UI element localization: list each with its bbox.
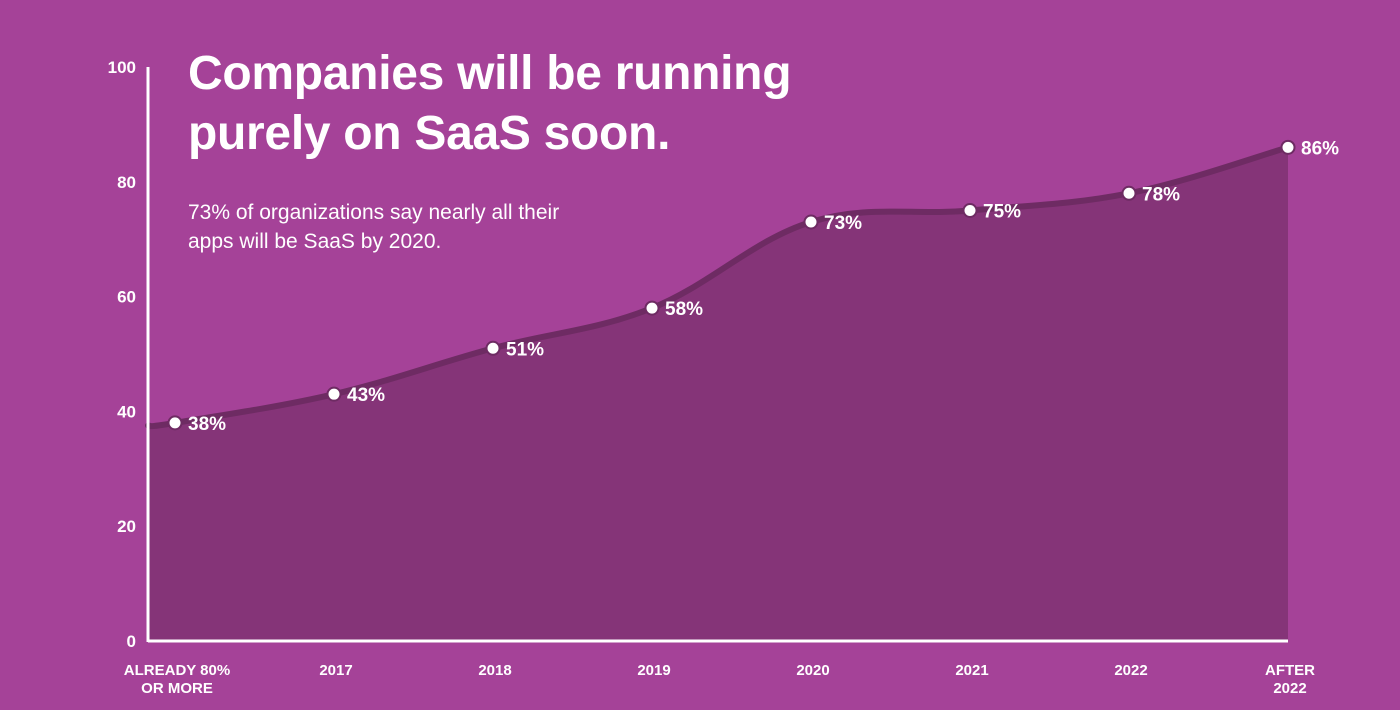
y-tick-label: 20 — [117, 517, 136, 536]
data-label: 75% — [983, 202, 1021, 223]
x-tick-label: 2020 — [796, 662, 829, 679]
chart-subtitle-line-2: apps will be SaaS by 2020. — [188, 230, 442, 253]
data-label: 58% — [665, 299, 703, 320]
y-tick-label: 40 — [117, 402, 136, 421]
x-tick-label: ALREADY 80% OR MORE — [124, 662, 230, 697]
y-tick-label: 0 — [127, 632, 136, 651]
chart-subtitle: 73% of organizations say nearly all thei… — [188, 198, 658, 256]
chart-subtitle-line-1: 73% of organizations say nearly all thei… — [188, 201, 560, 224]
y-tick-label: 80 — [117, 173, 136, 192]
x-tick-label: 2019 — [637, 662, 670, 679]
data-point — [326, 386, 342, 402]
x-tick-label: 2018 — [478, 662, 511, 679]
data-point — [803, 214, 819, 230]
data-point — [485, 340, 501, 356]
data-point — [1121, 185, 1137, 201]
data-point — [167, 415, 183, 431]
series-line — [145, 144, 1291, 430]
y-tick-label: 100 — [108, 58, 136, 77]
data-label: 51% — [506, 339, 544, 360]
data-point — [962, 203, 978, 218]
x-tick-label: AFTER 2022 — [1265, 662, 1315, 697]
chart-title-line-1: Companies will be running — [188, 47, 792, 100]
data-label: 43% — [347, 385, 385, 406]
chart-title-line-2: purely on SaaS soon. — [188, 107, 671, 160]
x-tick-label: 2021 — [955, 662, 988, 679]
data-point — [644, 300, 660, 316]
area-fill — [148, 147, 1288, 642]
data-point — [1280, 139, 1296, 155]
data-label: 73% — [824, 213, 862, 234]
y-tick-label: 60 — [117, 288, 136, 307]
data-label: 38% — [188, 414, 226, 435]
x-tick-label: 2017 — [319, 662, 352, 679]
data-label: 86% — [1301, 138, 1339, 159]
x-tick-label: 2022 — [1114, 662, 1147, 679]
data-label: 78% — [1142, 184, 1180, 205]
chart-title: Companies will be running purely on SaaS… — [188, 44, 792, 164]
